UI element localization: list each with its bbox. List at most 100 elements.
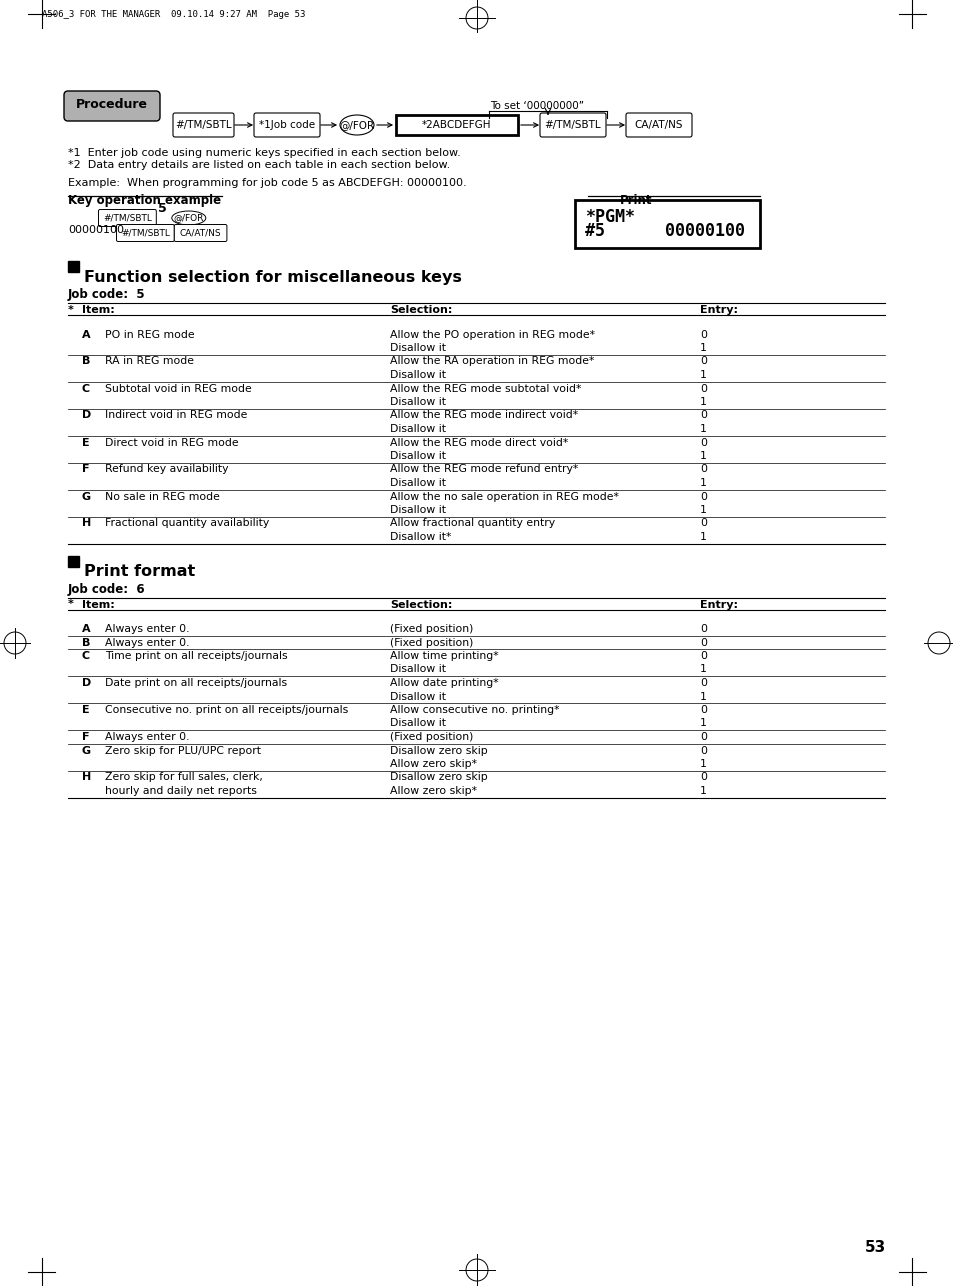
Text: Entry:: Entry:: [700, 599, 738, 610]
Text: *: *: [68, 305, 73, 315]
Text: *1Job code: *1Job code: [258, 120, 314, 130]
Text: Allow date printing*: Allow date printing*: [390, 678, 498, 688]
Text: Disallow it: Disallow it: [390, 424, 446, 433]
Text: Allow time printing*: Allow time printing*: [390, 651, 498, 661]
Text: Refund key availability: Refund key availability: [105, 464, 229, 475]
Text: 1: 1: [700, 424, 706, 433]
FancyBboxPatch shape: [539, 113, 605, 138]
FancyBboxPatch shape: [174, 225, 227, 242]
Text: 1: 1: [700, 692, 706, 701]
Text: 0: 0: [700, 383, 706, 394]
Text: *1  Enter job code using numeric keys specified in each section below.: *1 Enter job code using numeric keys spe…: [68, 148, 460, 158]
Ellipse shape: [172, 211, 206, 225]
Text: B: B: [82, 638, 91, 647]
Text: 0: 0: [700, 356, 706, 367]
FancyBboxPatch shape: [64, 91, 160, 121]
FancyBboxPatch shape: [575, 201, 760, 248]
Text: 0: 0: [700, 651, 706, 661]
Text: *: *: [68, 599, 73, 610]
Text: No sale in REG mode: No sale in REG mode: [105, 491, 219, 502]
Text: Indirect void in REG mode: Indirect void in REG mode: [105, 410, 247, 421]
Text: Fractional quantity availability: Fractional quantity availability: [105, 518, 269, 529]
Text: 0: 0: [700, 638, 706, 647]
Text: Always enter 0.: Always enter 0.: [105, 732, 190, 742]
Text: Print format: Print format: [84, 565, 195, 580]
Text: @/FOR: @/FOR: [173, 213, 204, 222]
Text: #5      00000100: #5 00000100: [584, 222, 744, 240]
Text: Zero skip for full sales, clerk,: Zero skip for full sales, clerk,: [105, 773, 263, 782]
Text: 0: 0: [700, 732, 706, 742]
Text: Print: Print: [619, 194, 652, 207]
Text: 1: 1: [700, 719, 706, 728]
Text: Allow the REG mode direct void*: Allow the REG mode direct void*: [390, 437, 568, 448]
Text: 1: 1: [700, 532, 706, 541]
Text: Disallow zero skip: Disallow zero skip: [390, 746, 487, 755]
Text: #/TM/SBTL: #/TM/SBTL: [121, 229, 170, 238]
Text: Function selection for miscellaneous keys: Function selection for miscellaneous key…: [84, 270, 461, 285]
Text: Always enter 0.: Always enter 0.: [105, 624, 190, 634]
Text: *PGM*: *PGM*: [584, 208, 635, 226]
Text: CA/AT/NS: CA/AT/NS: [634, 120, 682, 130]
Text: B: B: [82, 356, 91, 367]
Ellipse shape: [339, 114, 374, 135]
Text: @/FOR: @/FOR: [339, 120, 375, 130]
Text: Key operation example: Key operation example: [69, 194, 221, 207]
Text: #/TM/SBTL: #/TM/SBTL: [103, 213, 152, 222]
Text: Disallow it: Disallow it: [390, 370, 446, 379]
Text: G: G: [82, 491, 91, 502]
Text: Allow the REG mode indirect void*: Allow the REG mode indirect void*: [390, 410, 578, 421]
Text: Allow consecutive no. printing*: Allow consecutive no. printing*: [390, 705, 558, 715]
Text: Allow fractional quantity entry: Allow fractional quantity entry: [390, 518, 555, 529]
Text: 0: 0: [700, 705, 706, 715]
Text: RA in REG mode: RA in REG mode: [105, 356, 193, 367]
FancyBboxPatch shape: [395, 114, 517, 135]
Text: Direct void in REG mode: Direct void in REG mode: [105, 437, 238, 448]
Text: 1: 1: [700, 665, 706, 674]
Text: D: D: [82, 410, 91, 421]
FancyBboxPatch shape: [253, 113, 319, 138]
Text: 1: 1: [700, 505, 706, 514]
Bar: [68, 261, 79, 273]
Text: H: H: [82, 518, 91, 529]
Text: (Fixed position): (Fixed position): [390, 638, 473, 647]
Text: Subtotal void in REG mode: Subtotal void in REG mode: [105, 383, 252, 394]
Text: Procedure: Procedure: [76, 98, 148, 111]
FancyBboxPatch shape: [172, 113, 233, 138]
Text: E: E: [82, 437, 90, 448]
Text: (Fixed position): (Fixed position): [390, 624, 473, 634]
Text: Disallow zero skip: Disallow zero skip: [390, 773, 487, 782]
Text: 0: 0: [700, 518, 706, 529]
Text: Example:  When programming for job code 5 as ABCDEFGH: 00000100.: Example: When programming for job code 5…: [68, 177, 466, 188]
Text: PO in REG mode: PO in REG mode: [105, 329, 194, 340]
Text: Item:: Item:: [82, 305, 114, 315]
FancyBboxPatch shape: [98, 210, 156, 226]
Text: Allow zero skip*: Allow zero skip*: [390, 786, 476, 796]
Text: Selection:: Selection:: [390, 305, 452, 315]
Text: 0: 0: [700, 437, 706, 448]
Text: CA/AT/NS: CA/AT/NS: [179, 229, 221, 238]
Text: Allow the REG mode refund entry*: Allow the REG mode refund entry*: [390, 464, 578, 475]
Text: (Fixed position): (Fixed position): [390, 732, 473, 742]
Text: C: C: [82, 651, 90, 661]
Text: 1: 1: [700, 370, 706, 379]
Text: E: E: [82, 705, 90, 715]
Text: Allow the REG mode subtotal void*: Allow the REG mode subtotal void*: [390, 383, 580, 394]
Text: Allow the RA operation in REG mode*: Allow the RA operation in REG mode*: [390, 356, 594, 367]
Text: 0: 0: [700, 773, 706, 782]
Text: 00000100: 00000100: [68, 225, 124, 235]
Bar: [68, 556, 79, 567]
Text: 1: 1: [700, 786, 706, 796]
Text: Disallow it: Disallow it: [390, 665, 446, 674]
Text: Allow zero skip*: Allow zero skip*: [390, 759, 476, 769]
Text: 0: 0: [700, 624, 706, 634]
Text: 1: 1: [700, 397, 706, 406]
Text: To set ‘00000000”: To set ‘00000000”: [490, 102, 583, 111]
FancyBboxPatch shape: [116, 225, 174, 242]
Text: G: G: [82, 746, 91, 755]
FancyBboxPatch shape: [625, 113, 691, 138]
Text: Job code:  6: Job code: 6: [68, 583, 146, 595]
Text: Disallow it*: Disallow it*: [390, 532, 451, 541]
Text: 0: 0: [700, 491, 706, 502]
Text: H: H: [82, 773, 91, 782]
Text: 0: 0: [700, 464, 706, 475]
